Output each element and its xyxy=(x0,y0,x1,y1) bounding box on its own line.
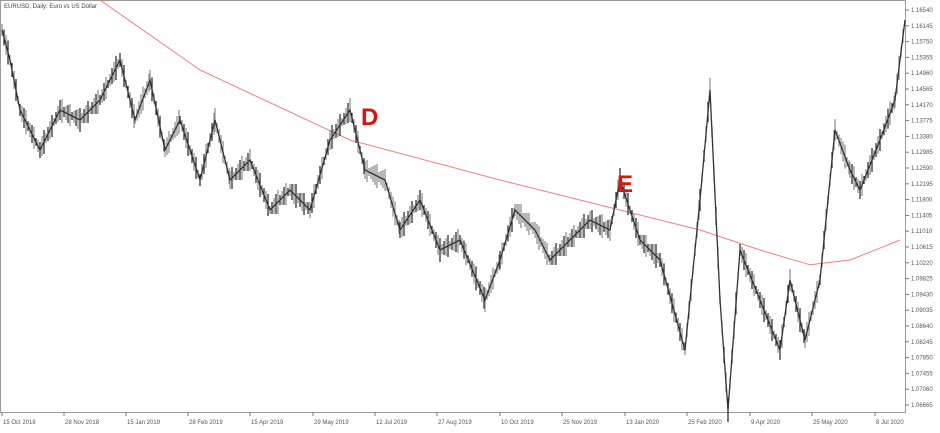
moving-average-line xyxy=(99,0,901,266)
y-tick-label: 1.06665 xyxy=(911,403,933,409)
x-tick-label: 9 Apr 2020 xyxy=(751,420,781,426)
y-tick-label: 1.13380 xyxy=(911,134,933,140)
y-tick-label: 1.07060 xyxy=(911,387,933,393)
y-tick-label: 1.08245 xyxy=(911,340,933,346)
x-tick-label: 25 Feb 2020 xyxy=(688,420,722,426)
chart-title: EURUSD, Daily: Euro vs US Dollar xyxy=(4,4,97,10)
x-axis: 15 Oct 2018 28 Nov 2018 15 Jan 2019 28 Feb … xyxy=(1,412,904,426)
price-line xyxy=(1,19,906,411)
x-tick-label: 29 May 2019 xyxy=(314,420,349,426)
y-tick-label: 1.15355 xyxy=(911,55,933,61)
x-tick-label: 25 Nov 2019 xyxy=(563,420,598,426)
series-group xyxy=(1,0,906,422)
y-tick-label: 1.14565 xyxy=(911,87,933,93)
annotation-d: D xyxy=(361,104,378,131)
x-tick-label: 12 Jul 2019 xyxy=(376,420,408,426)
x-tick-label: 28 Nov 2018 xyxy=(65,420,100,426)
x-tick-label: 8 Jul 2020 xyxy=(876,420,904,426)
y-tick-label: 1.14170 xyxy=(911,103,933,109)
y-tick-label: 1.10615 xyxy=(911,245,933,251)
x-tick-label: 25 May 2020 xyxy=(813,420,848,426)
y-tick-label: 1.09035 xyxy=(911,308,933,314)
y-tick-label: 1.16540 xyxy=(911,8,933,14)
x-tick-label: 27 Aug 2019 xyxy=(438,420,472,426)
y-tick-label: 1.09825 xyxy=(911,277,933,283)
y-tick-label: 1.14960 xyxy=(911,71,933,77)
x-tick-label: 15 Oct 2018 xyxy=(3,420,36,426)
plot-area xyxy=(0,0,906,413)
y-tick-label: 1.12590 xyxy=(911,166,933,172)
y-tick-label: 1.11010 xyxy=(911,229,933,235)
x-tick-label: 15 Jan 2019 xyxy=(127,420,161,426)
y-tick-label: 1.11800 xyxy=(911,198,933,204)
x-tick-label: 10 Oct 2019 xyxy=(501,420,534,426)
y-tick-label: 1.12985 xyxy=(911,150,933,156)
annotation-e: E xyxy=(617,171,633,198)
y-tick-label: 1.11405 xyxy=(911,213,933,219)
y-tick-label: 1.13775 xyxy=(911,119,933,125)
x-tick-label: 15 Apr 2019 xyxy=(251,420,284,426)
y-tick-label: 1.12195 xyxy=(911,182,933,188)
y-tick-label: 1.07850 xyxy=(911,356,933,362)
x-tick-label: 28 Feb 2019 xyxy=(189,420,223,426)
y-tick-label: 1.09430 xyxy=(911,292,933,298)
y-axis: 1.16540 1.16145 1.15750 1.15355 1.14960 1.145… xyxy=(905,8,933,409)
y-tick-label: 1.07455 xyxy=(911,371,933,377)
y-tick-label: 1.15750 xyxy=(911,40,933,46)
y-tick-label: 1.16145 xyxy=(911,24,933,30)
x-tick-label: 13 Jan 2020 xyxy=(626,420,660,426)
y-tick-label: 1.10220 xyxy=(911,261,933,267)
y-tick-label: 1.08640 xyxy=(911,324,933,330)
